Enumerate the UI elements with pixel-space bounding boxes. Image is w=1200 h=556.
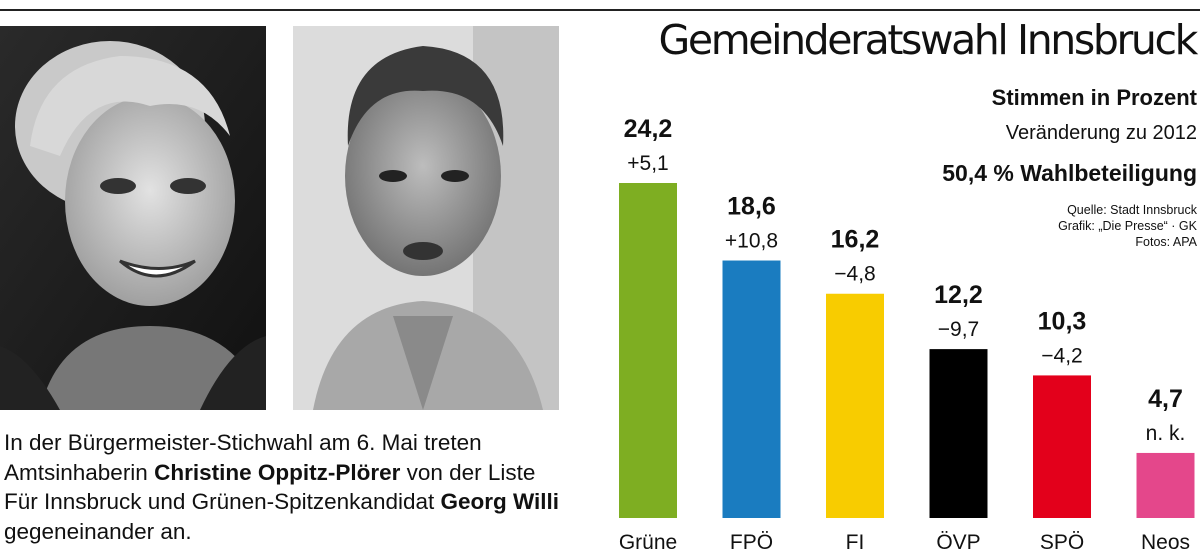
change-label: n. k. <box>1146 422 1186 445</box>
value-label: 4,7 <box>1148 385 1183 413</box>
category-label: SPÖ <box>1040 531 1084 554</box>
category-label: Grüne <box>619 531 677 554</box>
caption-text-2: von der Liste Für Innsbruck und Grünen-S… <box>4 459 536 515</box>
bar-4 <box>929 349 988 518</box>
chart-subtitle: Stimmen in Prozent <box>991 85 1197 110</box>
change-label: −4,8 <box>834 263 875 286</box>
category-label: Neos <box>1141 531 1190 554</box>
photo-georg-willi <box>293 26 559 410</box>
bar-2 <box>722 260 781 518</box>
category-label: FPÖ <box>730 531 773 554</box>
change-note: Veränderung zu 2012 <box>1005 122 1197 144</box>
value-label: 10,3 <box>1038 307 1087 335</box>
value-label: 12,2 <box>934 281 983 309</box>
change-label: −4,2 <box>1041 344 1082 367</box>
bar-5 <box>1033 375 1091 518</box>
caption-text-3: gegeneinander an. <box>4 518 192 544</box>
top-rule <box>0 9 1200 11</box>
photo-christine-oppitz-ploerer <box>0 26 266 410</box>
chart-title: Gemeinderatswahl Innsbruck <box>658 16 1199 64</box>
candidate-name-2: Georg Willi <box>440 489 560 514</box>
photo-credit-line: Fotos: APA <box>1135 235 1197 249</box>
change-label: +10,8 <box>725 230 778 253</box>
category-label: ÖVP <box>936 531 980 554</box>
change-label: −9,7 <box>938 318 979 341</box>
bar-3 <box>826 293 884 518</box>
change-label: +5,1 <box>627 152 668 175</box>
category-label: FI <box>846 531 865 554</box>
bar-1 <box>619 183 677 518</box>
value-label: 18,6 <box>727 193 776 221</box>
candidate-name-1: Christine Oppitz-Plörer <box>154 459 401 485</box>
value-label: 24,2 <box>624 115 673 143</box>
source-line: Quelle: Stadt Innsbruck <box>1067 203 1197 217</box>
photo-caption: In der Bürgermeister-Stichwahl am 6. Mai… <box>4 428 574 546</box>
value-label: 16,2 <box>831 226 880 254</box>
bar-6 <box>1136 452 1195 518</box>
caption-text-1: In der Bürgermeister-Stichwahl am 6. Mai… <box>4 430 482 485</box>
credit-line: Grafik: „Die Presse“ · GK <box>1058 219 1197 233</box>
turnout-label: 50,4 % Wahlbeteiligung <box>942 160 1197 186</box>
